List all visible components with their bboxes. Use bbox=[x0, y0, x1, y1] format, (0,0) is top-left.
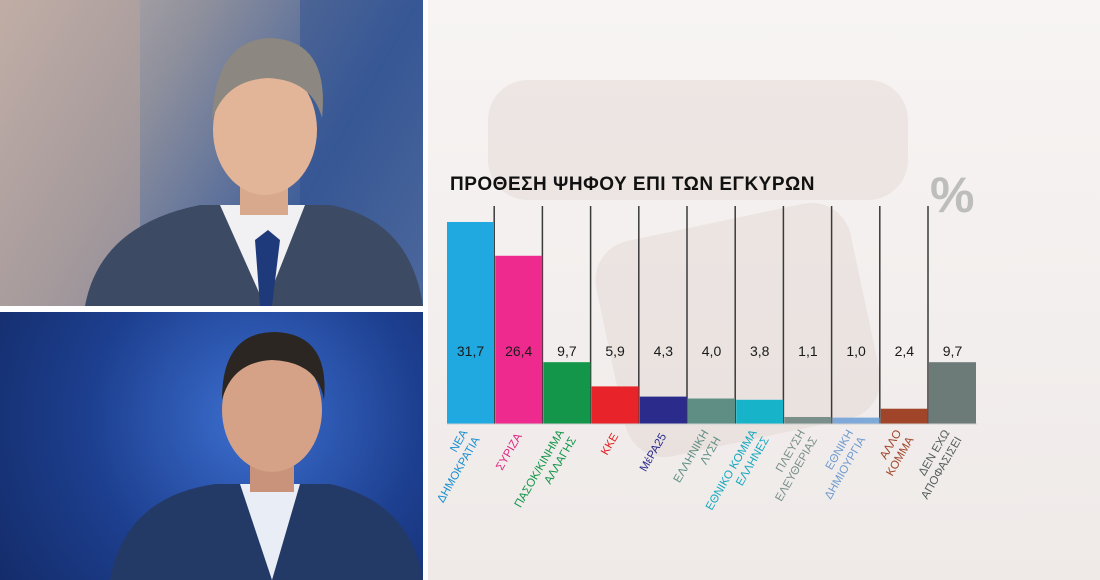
bar bbox=[495, 255, 543, 424]
bar bbox=[591, 386, 639, 424]
bar-value-label: 4,0 bbox=[702, 343, 722, 359]
background-ballot-shape bbox=[488, 80, 908, 200]
bar-value-label: 2,4 bbox=[895, 343, 915, 359]
bar bbox=[832, 417, 880, 424]
bar-value-label: 31,7 bbox=[457, 343, 484, 359]
bar-value-label: 26,4 bbox=[505, 343, 532, 359]
category-label-line: ΚΚΕ bbox=[599, 431, 621, 457]
bar bbox=[688, 398, 735, 424]
panel-divider bbox=[423, 0, 428, 580]
photo-bottom-politician bbox=[0, 312, 423, 580]
chart-title: ΠΡΟΘΕΣΗ ΨΗΦΟΥ ΕΠΙ ΤΩΝ ΕΓΚΥΡΩΝ bbox=[450, 174, 815, 195]
bar bbox=[736, 399, 784, 424]
bar bbox=[543, 362, 591, 424]
bar-value-label: 5,9 bbox=[605, 343, 625, 359]
chart-panel: ΠΡΟΘΕΣΗ ΨΗΦΟΥ ΕΠΙ ΤΩΝ ΕΓΚΥΡΩΝ % 31,7 ΝΕΑ Δ… bbox=[428, 0, 1100, 580]
bar-value-label: 1,0 bbox=[846, 343, 866, 359]
bar-value-label: 3,8 bbox=[750, 343, 770, 359]
bar bbox=[880, 408, 928, 424]
photo-gap bbox=[0, 306, 423, 312]
bar bbox=[447, 222, 494, 424]
percent-symbol: % bbox=[930, 167, 975, 223]
category-label: ΜέΡΑ25 bbox=[638, 432, 669, 474]
category-label: ΣΥΡΙΖΑ bbox=[494, 431, 525, 472]
bar-value-label: 1,1 bbox=[798, 343, 818, 359]
portrait-top-illustration bbox=[0, 0, 423, 306]
category-label-line: ΜέΡΑ25 bbox=[638, 432, 669, 474]
bar-value-label: 9,7 bbox=[557, 343, 577, 359]
photo-top-politician bbox=[0, 0, 423, 306]
bar bbox=[784, 416, 832, 424]
bar-chart: 31,7ΝΕΑΔΗΜΟΚΡΑΤΙΑ26,4ΣΥΡΙΖΑ9,7ΠΑΣΟΚ/ΚΙΝΗ… bbox=[435, 206, 978, 513]
bar-value-label: 9,7 bbox=[943, 343, 963, 359]
category-label-line: ΣΥΡΙΖΑ bbox=[494, 431, 525, 472]
bar-value-label: 4,3 bbox=[654, 343, 674, 359]
category-label: ΚΚΕ bbox=[599, 431, 621, 457]
portrait-bottom-illustration bbox=[110, 332, 423, 580]
bar bbox=[929, 362, 976, 424]
bar bbox=[639, 396, 687, 424]
